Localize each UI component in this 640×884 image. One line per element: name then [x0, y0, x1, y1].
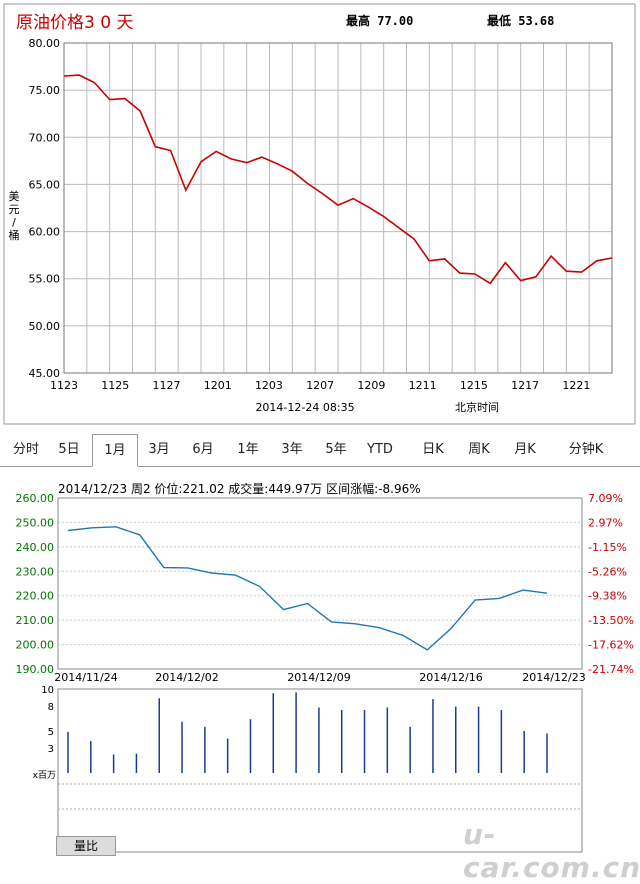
- x-tick-label: 1201: [204, 379, 232, 392]
- pct-tick-label: -21.74%: [588, 663, 634, 676]
- chart-header: 原油价格3 0 天 最高 77.00 最低 53.68: [0, 0, 640, 36]
- volume-plot-frame: [57, 688, 583, 853]
- tab-12[interactable]: 月K: [514, 442, 536, 457]
- y-tick-label: 50.00: [29, 320, 61, 333]
- x-tick-label: 1207: [306, 379, 334, 392]
- y-tick-label: 80.00: [29, 37, 61, 50]
- tab-8[interactable]: 5年: [325, 442, 347, 457]
- date-tick-label: 2014/12/09: [287, 671, 350, 684]
- quote-info-line: 2014/12/23 周2 价位:221.02 成交量:449.97万 区间涨幅…: [58, 482, 421, 496]
- pct-tick-label: 7.09%: [588, 492, 623, 505]
- date-tick-label: 2014/12/16: [419, 671, 482, 684]
- x-tick-label: 1203: [255, 379, 283, 392]
- y-tick-label: 45.00: [29, 367, 61, 380]
- tab-3[interactable]: 1月: [92, 434, 138, 467]
- pct-tick-label: -5.26%: [588, 565, 627, 578]
- high-value: 最高 77.00: [346, 14, 414, 28]
- price-tick-label: 230.00: [16, 565, 55, 578]
- x-tick-label: 1123: [50, 379, 78, 392]
- timezone-label: 北京时间: [455, 400, 499, 414]
- y-axis-label-char: 美: [9, 190, 20, 203]
- plot-frame: [63, 42, 613, 374]
- volume-unit-label: x百万: [33, 770, 56, 781]
- price-volume-chart: 190.00 -21.74% 200.00 -17.62% 210.00 -13.50% 2…: [16, 492, 634, 853]
- tab-2[interactable]: 5日: [58, 442, 80, 457]
- price-plot-frame: [57, 497, 583, 670]
- price-tick-label: 190.00: [16, 663, 55, 676]
- price-tick-label: 210.00: [16, 614, 55, 627]
- tab-13[interactable]: 分钟K: [568, 442, 604, 457]
- x-tick-label: 1215: [460, 379, 488, 392]
- watermark-logo: u-car.com.cn: [463, 818, 640, 884]
- x-tick-label: 1217: [511, 379, 539, 392]
- tab-10[interactable]: 日K: [422, 442, 444, 457]
- pct-tick-label: -1.15%: [588, 541, 627, 554]
- tab-6[interactable]: 1年: [237, 442, 259, 457]
- chart-title: 原油价格3 0 天: [16, 13, 134, 33]
- price-tick-label: 240.00: [16, 541, 55, 554]
- x-tick-label: 1221: [562, 379, 590, 392]
- outer-frame: [3, 3, 636, 425]
- pct-tick-label: 2.97%: [588, 516, 623, 529]
- price-tick-label: 250.00: [16, 516, 55, 529]
- index-line: [67, 526, 548, 651]
- volume-tick-label: 5: [48, 727, 54, 738]
- price-line: [63, 74, 613, 285]
- date-tick-label: 2014/11/24: [54, 671, 117, 684]
- period-tab-bar: 分时 5日 1月 3月 6月 1年 3年 5年 YTD 日K 周K 月K 分钟K: [0, 434, 640, 467]
- pct-tick-label: -9.38%: [588, 590, 627, 603]
- date-tick-label: 2014/12/02: [155, 671, 218, 684]
- y-axis-label-char: /: [12, 216, 16, 229]
- low-value: 最低 53.68: [487, 14, 555, 28]
- pct-tick-label: -17.62%: [588, 639, 634, 652]
- x-tick-label: 1211: [409, 379, 437, 392]
- x-tick-label: 1209: [357, 379, 385, 392]
- y-axis-label-char: 桶: [9, 228, 20, 242]
- price-tick-label: 200.00: [16, 639, 55, 652]
- tab-11[interactable]: 周K: [468, 442, 490, 457]
- y-tick-label: 65.00: [29, 178, 61, 191]
- y-axis-label-char: 元: [9, 203, 20, 216]
- crude-oil-chart-panel: 原油价格3 0 天 最高 77.00 最低 53.68 45.00 50.00 55…: [0, 0, 640, 430]
- x-tick-label: 1127: [152, 379, 180, 392]
- y-tick-label: 60.00: [29, 226, 61, 239]
- volume-tick-label: 10: [41, 685, 54, 696]
- pct-tick-label: -13.50%: [588, 614, 634, 627]
- y-tick-label: 55.00: [29, 273, 61, 286]
- volume-tick-label: 8: [48, 702, 54, 713]
- timestamp: 2014-12-24 08:35: [255, 401, 354, 414]
- tab-1[interactable]: 分时: [12, 442, 39, 457]
- tab-7[interactable]: 3年: [281, 442, 303, 457]
- y-tick-label: 70.00: [29, 131, 61, 144]
- tab-5[interactable]: 6月: [192, 442, 214, 457]
- date-tick-label: 2014/12/23: [522, 671, 585, 684]
- tab-4[interactable]: 3月: [148, 442, 170, 457]
- x-tick-label: 1125: [101, 379, 129, 392]
- crude-oil-line-chart: 45.00 50.00 55.00 60.00 65.00 70.00 75.00 80.00…: [3, 3, 636, 425]
- price-tick-label: 260.00: [16, 492, 55, 505]
- tab-9[interactable]: YTD: [367, 442, 393, 457]
- volume-ratio-button[interactable]: 量比: [56, 836, 116, 856]
- volume-tick-label: 3: [48, 744, 54, 755]
- y-tick-label: 75.00: [29, 84, 61, 97]
- price-tick-label: 220.00: [16, 590, 55, 603]
